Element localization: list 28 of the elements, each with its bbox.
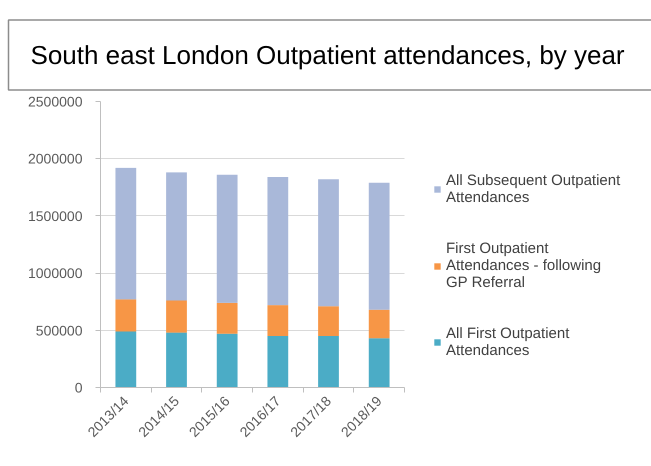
- chart-title: South east London Outpatient attendances, by year: [30, 40, 625, 70]
- y-tick-label: 2500000: [28, 94, 83, 110]
- bar: [267, 336, 288, 388]
- legend-label: First Outpatient Attendances - following GP Referral: [446, 240, 602, 291]
- y-tick-label: 2000000: [28, 150, 83, 167]
- bar: [166, 172, 187, 301]
- y-tick-label: 1500000: [28, 208, 83, 224]
- legend-label: All Subsequent Outpatient Attendances: [446, 172, 620, 206]
- bar: [216, 334, 238, 388]
- legend-label: All First Outpatient Attendances: [446, 325, 570, 359]
- bar: [216, 302, 238, 334]
- bar: [216, 174, 238, 303]
- bar: [115, 168, 136, 300]
- bar: [267, 305, 288, 336]
- bar: [166, 332, 187, 388]
- bar: [318, 306, 339, 336]
- bar: [318, 336, 339, 388]
- bar: [267, 177, 288, 306]
- bar: [166, 300, 187, 333]
- y-tick-label: 500000: [36, 322, 83, 338]
- y-tick-label: 1000000: [28, 265, 83, 282]
- bar: [115, 331, 136, 388]
- bar: [368, 310, 390, 338]
- y-tick-label: 0: [74, 380, 83, 396]
- bar: [368, 338, 390, 388]
- bar: [368, 182, 390, 310]
- bar: [115, 299, 136, 332]
- bar: [318, 179, 339, 306]
